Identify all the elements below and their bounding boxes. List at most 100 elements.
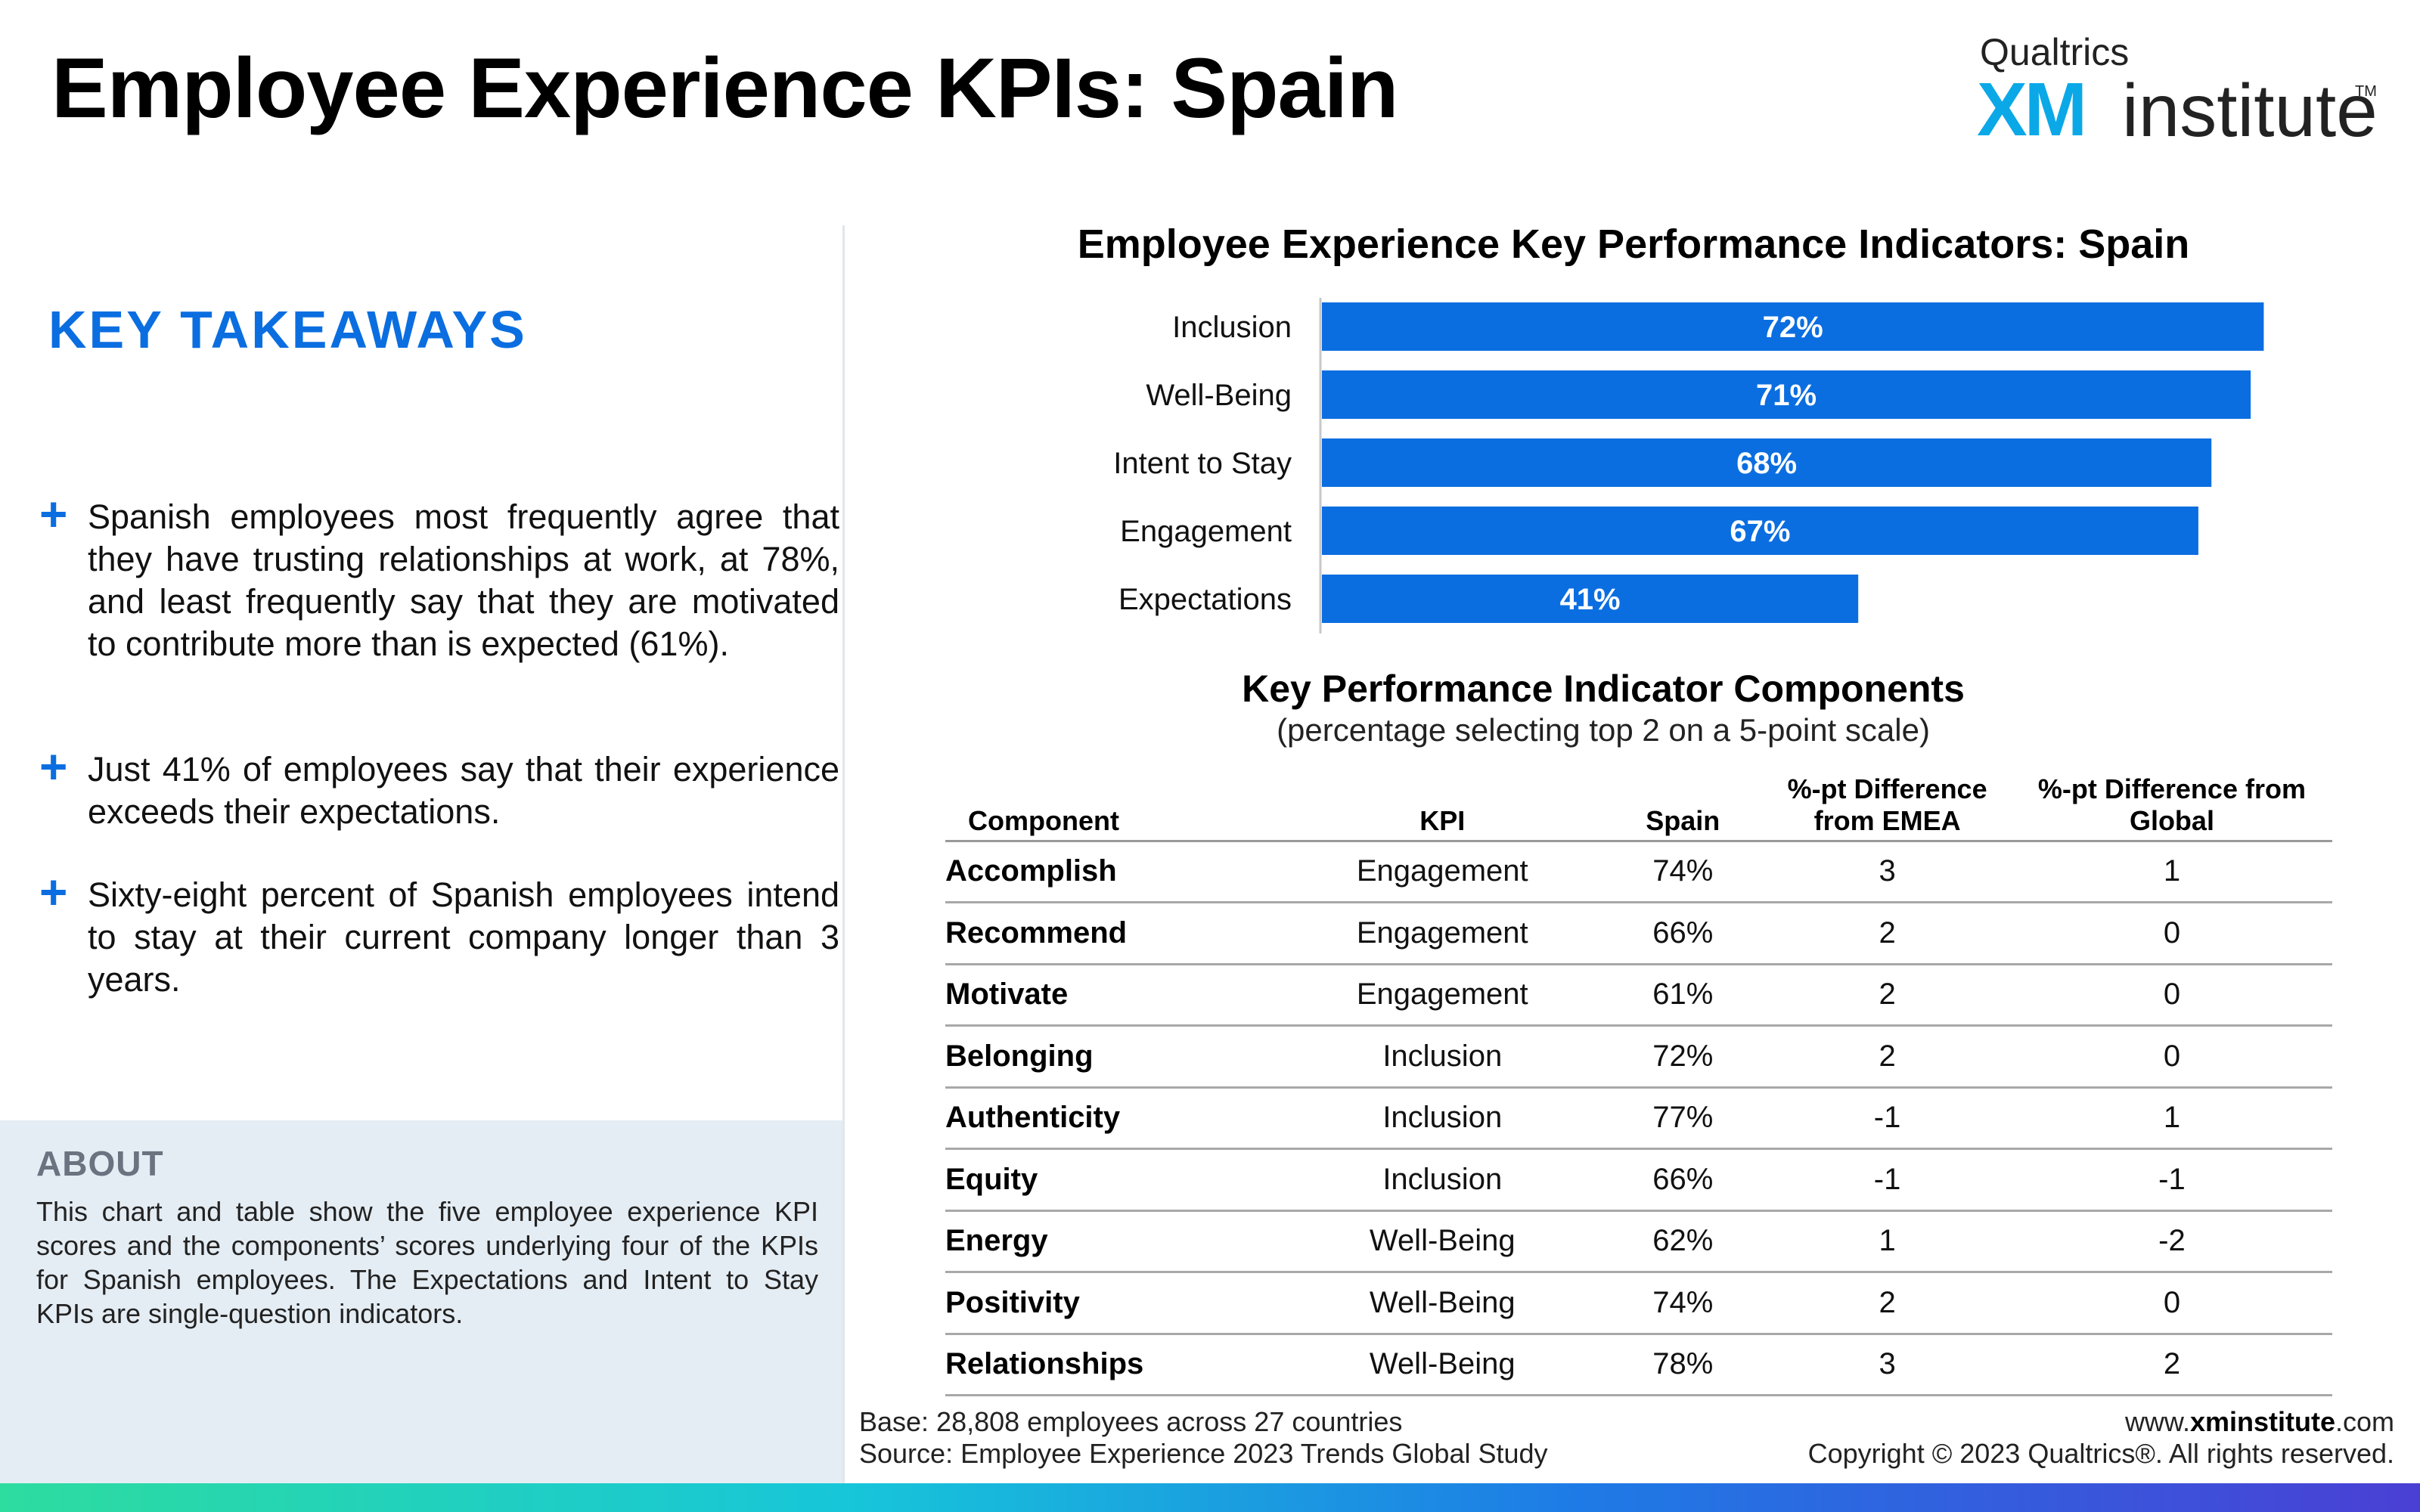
bottom-gradient-bar <box>0 1483 2420 1512</box>
bar-value-label: 72% <box>1763 311 1823 344</box>
cell-global-diff: 2 <box>2011 1334 2332 1396</box>
key-takeaways-heading: KEY TAKEAWAYS <box>48 300 527 359</box>
plus-icon: + <box>39 487 68 541</box>
xm-institute-logo: Qualtrics XM institute TM <box>1977 30 2378 152</box>
cell-global-diff: 0 <box>2011 964 2332 1027</box>
source-note: Source: Employee Experience 2023 Trends … <box>859 1438 1548 1469</box>
cell-kpi: Well-Being <box>1282 1334 1603 1396</box>
cell-component: Belonging <box>945 1025 1283 1089</box>
copyright-text: Copyright © 2023 Qualtrics®. All rights … <box>1807 1438 2394 1469</box>
cell-component: Authenticity <box>945 1087 1283 1150</box>
kpi-bar-chart: Inclusion 72% Well-Being 71% Intent to Stay 6… <box>1113 298 2264 634</box>
cell-global-diff: 0 <box>2011 1025 2332 1089</box>
category-tick-label: Inclusion <box>1172 311 1292 344</box>
cell-kpi: Well-Being <box>1282 1272 1603 1335</box>
takeaway-text: Sixty-eight percent of Spanish employees… <box>88 875 839 999</box>
category-tick-label: Well-Being <box>1146 379 1292 412</box>
header-emea-diff: %-pt Difference from EMEA <box>1763 771 2012 842</box>
cell-emea-diff: -1 <box>1763 1087 2012 1150</box>
about-heading: ABOUT <box>36 1144 164 1183</box>
cell-global-diff: 0 <box>2011 1272 2332 1335</box>
logo-trademark: TM <box>2355 83 2377 100</box>
kpi-bar <box>1322 370 2251 419</box>
table-row: Positivity Well-Being 74% 2 0 <box>945 1272 2332 1335</box>
cell-component: Recommend <box>945 902 1283 965</box>
cell-emea-diff: 2 <box>1763 1272 2012 1335</box>
cell-emea-diff: 2 <box>1763 964 2012 1027</box>
cell-spain: 72% <box>1602 1025 1764 1089</box>
cell-component: Positivity <box>945 1272 1283 1335</box>
bar-value-label: 67% <box>1730 515 1790 548</box>
cell-spain: 62% <box>1602 1210 1764 1273</box>
website-link[interactable]: www.xminstitute.com <box>2124 1406 2394 1437</box>
table-row: Equity Inclusion 66% -1 -1 <box>945 1148 2332 1212</box>
cell-global-diff: 1 <box>2011 1087 2332 1150</box>
cell-spain: 74% <box>1602 1272 1764 1335</box>
plus-icon: + <box>39 739 68 794</box>
cell-component: Accomplish <box>945 841 1283 903</box>
cell-component: Equity <box>945 1148 1283 1212</box>
category-tick-label: Engagement <box>1120 515 1292 548</box>
table-row: Energy Well-Being 62% 1 -2 <box>945 1210 2332 1273</box>
cell-component: Energy <box>945 1210 1283 1273</box>
table-row: Accomplish Engagement 74% 3 1 <box>945 841 2332 903</box>
cell-global-diff: -1 <box>2011 1148 2332 1212</box>
logo-institute: institute <box>2122 69 2378 152</box>
table-header-row: Component KPI Spain %-pt Difference from … <box>945 771 2332 842</box>
plus-icon: + <box>39 865 68 919</box>
page-title: Employee Experience KPIs: Spain <box>51 41 1398 135</box>
cell-kpi: Engagement <box>1282 902 1603 965</box>
table-row: Belonging Inclusion 72% 2 0 <box>945 1025 2332 1089</box>
kpi-bar <box>1322 507 2198 555</box>
table-row: Authenticity Inclusion 77% -1 1 <box>945 1087 2332 1150</box>
cell-kpi: Engagement <box>1282 964 1603 1027</box>
header-spain: Spain <box>1602 771 1764 842</box>
cell-kpi: Inclusion <box>1282 1148 1603 1212</box>
kpi-bar <box>1322 438 2212 487</box>
cell-kpi: Engagement <box>1282 841 1603 903</box>
table-subtitle: (percentage selecting top 2 on a 5-point… <box>1277 712 1930 748</box>
cell-kpi: Well-Being <box>1282 1210 1603 1273</box>
cell-spain: 66% <box>1602 902 1764 965</box>
table-title: Key Performance Indicator Components <box>1242 668 1965 710</box>
table-row: Recommend Engagement 66% 2 0 <box>945 902 2332 965</box>
cell-spain: 74% <box>1602 841 1764 903</box>
cell-kpi: Inclusion <box>1282 1087 1603 1150</box>
vertical-divider <box>842 225 845 1483</box>
chart-title: Employee Experience Key Performance Indi… <box>1077 222 2190 267</box>
footer-copyright: www.xminstitute.com Copyright © 2023 Qua… <box>1808 1406 2394 1470</box>
logo-xm: XM <box>1977 67 2087 152</box>
takeaway-text: Just 41% of employees say that their exp… <box>88 750 839 831</box>
cell-spain: 61% <box>1602 964 1764 1027</box>
cell-spain: 66% <box>1602 1148 1764 1212</box>
cell-global-diff: 0 <box>2011 902 2332 965</box>
takeaway-text: Spanish employees most frequently agree … <box>88 497 839 663</box>
cell-global-diff: -2 <box>2011 1210 2332 1273</box>
cell-emea-diff: -1 <box>1763 1148 2012 1212</box>
cell-emea-diff: 2 <box>1763 1025 2012 1089</box>
header-kpi: KPI <box>1282 771 1603 842</box>
about-panel <box>0 1120 842 1483</box>
base-note: Base: 28,808 employees across 27 countri… <box>859 1406 1403 1437</box>
cell-emea-diff: 1 <box>1763 1210 2012 1273</box>
cell-emea-diff: 3 <box>1763 841 2012 903</box>
bar-value-label: 41% <box>1560 583 1621 616</box>
kpi-bar <box>1322 302 2264 351</box>
category-tick-label: Expectations <box>1118 583 1292 616</box>
cell-emea-diff: 3 <box>1763 1334 2012 1396</box>
header-component: Component <box>945 771 1283 842</box>
kpi-bar <box>1322 575 1859 623</box>
cell-spain: 77% <box>1602 1087 1764 1150</box>
bar-value-label: 71% <box>1756 379 1817 412</box>
about-text: This chart and table show the five emplo… <box>36 1196 818 1329</box>
kpi-components-table: Component KPI Spain %-pt Difference from … <box>945 771 2332 1396</box>
bar-value-label: 68% <box>1736 447 1797 480</box>
cell-global-diff: 1 <box>2011 841 2332 903</box>
table-row: Relationships Well-Being 78% 3 2 <box>945 1334 2332 1396</box>
category-tick-label: Intent to Stay <box>1113 447 1292 480</box>
logo-brand: Qualtrics <box>1980 31 2130 73</box>
header-global-diff: %-pt Difference from Global <box>2011 771 2332 842</box>
cell-component: Relationships <box>945 1334 1283 1396</box>
cell-spain: 78% <box>1602 1334 1764 1396</box>
cell-component: Motivate <box>945 964 1283 1027</box>
